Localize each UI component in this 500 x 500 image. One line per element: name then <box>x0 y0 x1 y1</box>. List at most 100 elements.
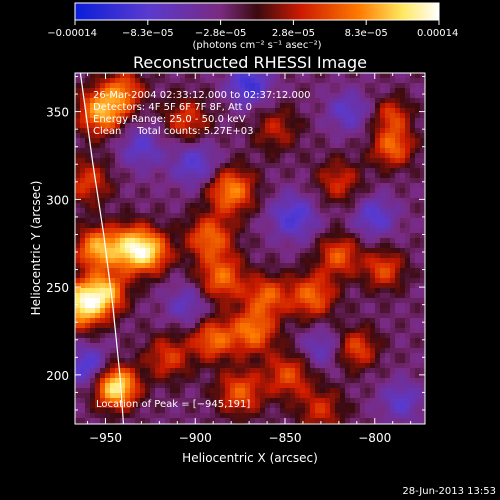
heatmap-cell <box>220 298 226 304</box>
heatmap-cell <box>340 103 346 109</box>
heatmap-cell <box>420 103 425 109</box>
heatmap-cell <box>145 193 151 199</box>
heatmap-cell <box>205 133 211 139</box>
heatmap-cell <box>285 378 291 384</box>
heatmap-cell <box>305 243 311 249</box>
heatmap-cell <box>145 358 151 364</box>
heatmap-cell <box>225 198 231 204</box>
heatmap-cell <box>290 198 296 204</box>
heatmap-cell <box>325 108 331 114</box>
heatmap-cell <box>340 213 346 219</box>
heatmap-cell <box>270 148 276 154</box>
heatmap-cell <box>415 408 421 414</box>
heatmap-cell <box>355 308 361 314</box>
heatmap-cell <box>130 188 136 194</box>
heatmap-cell <box>255 148 261 154</box>
heatmap-cell <box>345 358 351 364</box>
heatmap-cell <box>175 248 181 254</box>
heatmap-cell <box>120 238 126 244</box>
heatmap-cell <box>285 418 291 424</box>
heatmap-cell <box>255 118 261 124</box>
heatmap-cell <box>250 78 256 84</box>
heatmap-cell <box>330 198 336 204</box>
heatmap-cell <box>225 418 231 424</box>
heatmap-cell <box>330 268 336 274</box>
heatmap-cell <box>75 83 81 89</box>
heatmap-cell <box>95 313 101 319</box>
heatmap-cell <box>100 343 106 349</box>
heatmap-cell <box>340 288 346 294</box>
heatmap-cell <box>415 243 421 249</box>
heatmap-cell <box>230 223 236 229</box>
heatmap-cell <box>410 408 416 414</box>
heatmap-cell <box>195 203 201 209</box>
heatmap-cell <box>190 98 196 104</box>
heatmap-cell <box>125 393 131 399</box>
heatmap-cell <box>355 148 361 154</box>
heatmap-cell <box>110 278 116 284</box>
heatmap-cell <box>185 368 191 374</box>
heatmap-cell <box>375 108 381 114</box>
heatmap-cell <box>180 358 186 364</box>
heatmap-cell <box>310 333 316 339</box>
heatmap-cell <box>165 408 171 414</box>
heatmap-cell <box>160 148 166 154</box>
heatmap-cell <box>310 183 316 189</box>
heatmap-cell <box>355 398 361 404</box>
heatmap-cell <box>385 328 391 334</box>
heatmap-cell <box>105 83 111 89</box>
heatmap-cell <box>345 163 351 169</box>
heatmap-cell <box>80 113 86 119</box>
heatmap-cell <box>350 323 356 329</box>
heatmap-cell <box>235 138 241 144</box>
heatmap-cell <box>215 363 221 369</box>
heatmap-cell <box>300 333 306 339</box>
heatmap-cell <box>175 258 181 264</box>
heatmap-cell <box>175 183 181 189</box>
heatmap-cell <box>255 248 261 254</box>
heatmap-cell <box>95 153 101 159</box>
heatmap-cell <box>195 408 201 414</box>
heatmap-cell <box>405 338 411 344</box>
heatmap-cell <box>310 343 316 349</box>
heatmap-cell <box>135 213 141 219</box>
heatmap-cell <box>405 298 411 304</box>
heatmap-cell <box>85 243 91 249</box>
heatmap-cell <box>300 78 306 84</box>
heatmap-cell <box>245 318 251 324</box>
heatmap-cell <box>160 308 166 314</box>
heatmap-cell <box>230 348 236 354</box>
heatmap-cell <box>260 403 266 409</box>
heatmap-cell <box>175 198 181 204</box>
heatmap-cell <box>300 228 306 234</box>
heatmap-cell <box>310 128 316 134</box>
heatmap-cell <box>220 273 226 279</box>
heatmap-cell <box>180 138 186 144</box>
heatmap-cell <box>350 163 356 169</box>
heatmap-cell <box>75 278 81 284</box>
heatmap-cell <box>280 98 286 104</box>
heatmap-cell <box>255 143 261 149</box>
heatmap-cell <box>340 223 346 229</box>
heatmap-cell <box>340 408 346 414</box>
heatmap-cell <box>130 293 136 299</box>
heatmap-cell <box>105 208 111 214</box>
heatmap-cell <box>130 198 136 204</box>
heatmap-cell <box>150 348 156 354</box>
heatmap-cell <box>205 73 211 79</box>
heatmap-cell <box>350 83 356 89</box>
heatmap-cell <box>130 318 136 324</box>
heatmap-cell <box>400 98 406 104</box>
heatmap-cell <box>355 133 361 139</box>
heatmap-cell <box>325 173 331 179</box>
heatmap-cell <box>295 83 301 89</box>
heatmap-cell <box>335 308 341 314</box>
heatmap-cell <box>125 228 131 234</box>
heatmap-cell <box>75 253 81 259</box>
heatmap-cell <box>160 408 166 414</box>
heatmap-cell <box>290 78 296 84</box>
heatmap-cell <box>340 228 346 234</box>
heatmap-cell <box>260 308 266 314</box>
heatmap-cell <box>235 258 241 264</box>
heatmap-cell <box>300 348 306 354</box>
